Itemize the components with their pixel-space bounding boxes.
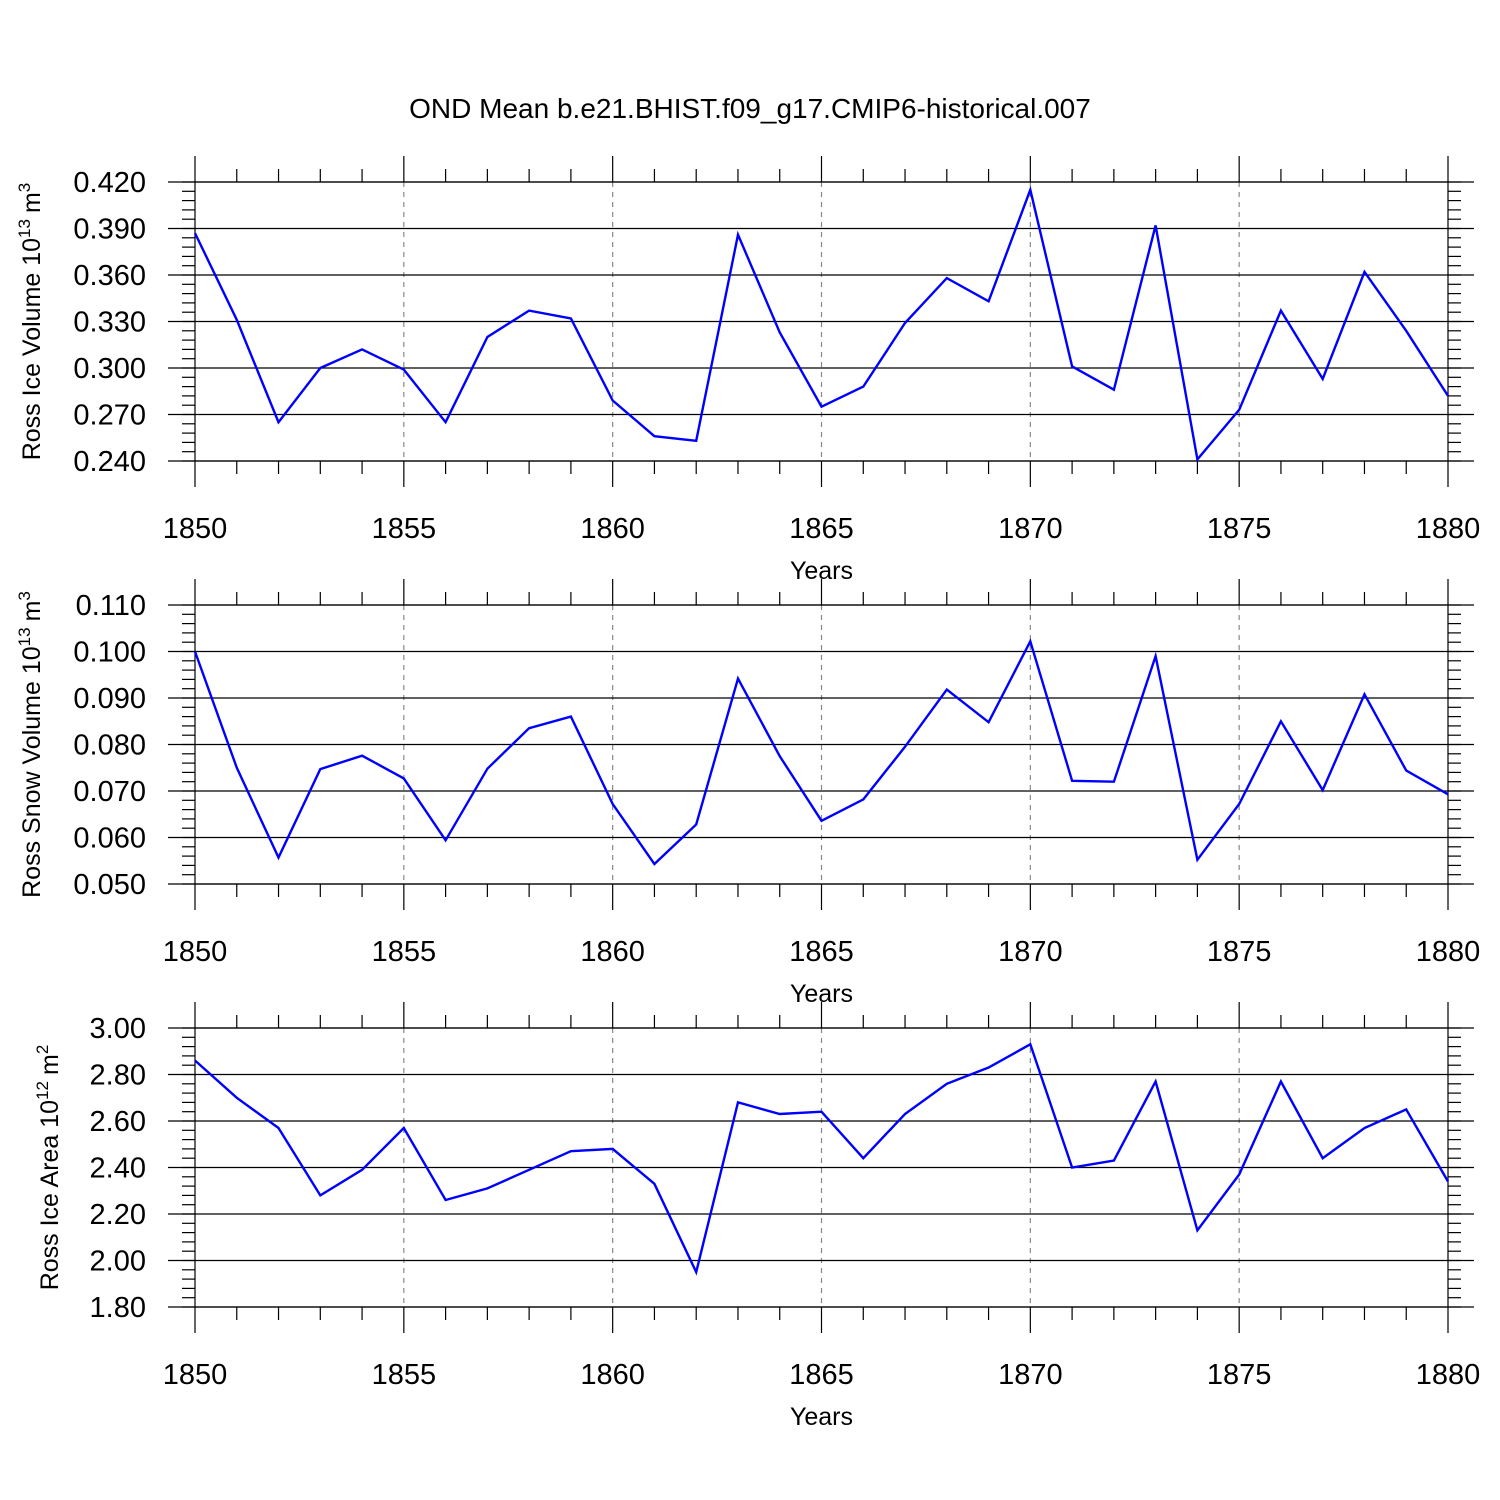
y-tick-label: 2.00 — [90, 1246, 146, 1278]
x-tick-label: 1880 — [1416, 1359, 1481, 1391]
x-tick-label: 1870 — [998, 1359, 1063, 1391]
y-tick-label: 0.360 — [73, 260, 146, 292]
series-line — [193, 638, 1449, 866]
x-tick-label: 1880 — [1416, 936, 1481, 968]
x-tick-label: 1860 — [580, 1359, 645, 1391]
x-tick-label: 1865 — [789, 513, 854, 545]
x-tick-label: 1870 — [998, 513, 1063, 545]
x-tick-label: 1880 — [1416, 513, 1481, 545]
y-tick-label: 0.060 — [73, 823, 146, 855]
x-tick-label: 1865 — [789, 1359, 854, 1391]
y-tick-label: 3.00 — [90, 1013, 146, 1045]
series-line — [193, 185, 1450, 463]
panel-2: 0.050 0.060 0.070 0.080 0.090 0.100 0.110 1850 1… — [15, 579, 1480, 1008]
y-tick-label: 0.050 — [73, 869, 146, 901]
y-axis-label-unit: m — [36, 1054, 64, 1075]
panel-1: 0.240 0.270 0.300 0.330 0.360 0.390 0.420 1850 1… — [15, 156, 1480, 585]
plot-frame — [194, 604, 1449, 885]
y-axis-label-exponent: 13 — [15, 219, 34, 238]
x-tick-label: 1850 — [163, 513, 228, 545]
plot-frame — [194, 181, 1449, 462]
y-tick-label: 0.110 — [76, 590, 146, 622]
y-axis-label-main: Ross Snow Volume 10 — [18, 646, 46, 898]
y-axis-label-main: Ross Ice Volume 10 — [18, 238, 46, 460]
x-tick-label: 1870 — [998, 936, 1063, 968]
y-tick-label: 1.80 — [90, 1292, 146, 1324]
y-axis-label: Ross Snow Volume 1013 m3 — [15, 591, 46, 898]
y-axis-label: Ross Ice Volume 1013 m3 — [15, 183, 46, 461]
y-tick-label: 0.420 — [73, 167, 146, 199]
y-tick-label: 0.080 — [73, 730, 146, 762]
x-tick-label: 1875 — [1207, 1359, 1272, 1391]
y-tick-label: 0.240 — [73, 446, 146, 478]
y-tick-label: 0.090 — [73, 683, 146, 715]
y-tick-label: 0.100 — [73, 637, 146, 669]
x-axis-label: Years — [790, 1403, 853, 1431]
y-tick-label: 2.20 — [90, 1199, 146, 1231]
figure-title: OND Mean b.e21.BHIST.f09_g17.CMIP6-histo… — [409, 93, 1091, 124]
series-line — [194, 1042, 1450, 1276]
y-axis-label-unit-exponent: 2 — [33, 1045, 52, 1054]
x-tick-label: 1860 — [580, 513, 645, 545]
x-tick-label: 1875 — [1207, 936, 1272, 968]
x-tick-label: 1850 — [163, 936, 228, 968]
y-tick-label: 2.60 — [90, 1106, 146, 1138]
x-tick-label: 1855 — [372, 1359, 437, 1391]
x-tick-label: 1855 — [372, 936, 437, 968]
y-axis-label: Ross Ice Area 1012 m2 — [33, 1045, 64, 1291]
x-tick-label: 1860 — [580, 936, 645, 968]
y-axis-label-unit-exponent: 3 — [15, 183, 34, 192]
y-tick-label: 0.270 — [73, 400, 146, 432]
x-tick-label: 1865 — [789, 936, 854, 968]
y-axis-label-main: Ross Ice Area 10 — [36, 1100, 64, 1290]
panel-3: 1.80 2.00 2.20 2.40 2.60 2.80 3.00 1850 1855 1860… — [33, 1002, 1480, 1431]
y-axis-label-unit: m — [18, 601, 46, 622]
y-axis-label-unit-exponent: 3 — [15, 591, 34, 600]
y-axis-label-exponent: 12 — [33, 1081, 52, 1100]
y-axis-label-unit: m — [18, 192, 46, 213]
y-axis-label-exponent: 13 — [15, 627, 34, 646]
x-tick-label: 1855 — [372, 513, 437, 545]
y-tick-label: 2.40 — [90, 1153, 146, 1185]
y-tick-label: 0.070 — [73, 776, 146, 808]
x-tick-label: 1850 — [163, 1359, 228, 1391]
y-tick-label: 0.330 — [73, 307, 146, 339]
y-tick-label: 0.390 — [73, 214, 146, 246]
y-tick-label: 0.300 — [73, 353, 146, 385]
x-tick-label: 1875 — [1207, 513, 1272, 545]
y-tick-label: 2.80 — [90, 1060, 146, 1092]
plot-frame — [194, 1027, 1449, 1308]
